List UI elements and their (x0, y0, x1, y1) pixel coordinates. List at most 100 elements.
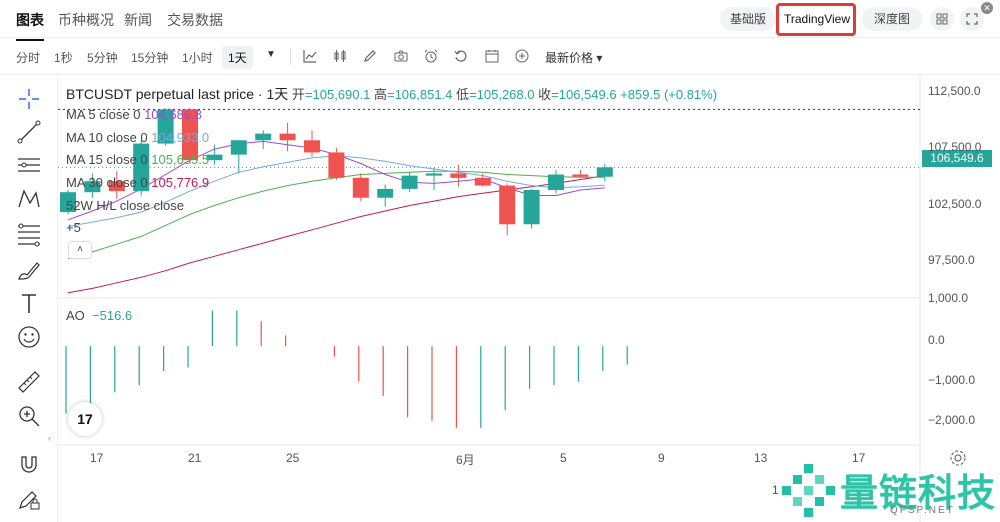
candle (450, 173, 467, 178)
brush-icon[interactable] (15, 255, 43, 283)
high-value: =106,851.4 (386, 87, 453, 102)
interval-15m[interactable]: 15分钟 (131, 51, 169, 65)
trend-line-icon[interactable] (15, 118, 43, 146)
ruler-icon[interactable] (15, 368, 43, 396)
interval-1s[interactable]: 1秒 (54, 51, 73, 65)
open-label: 开 (291, 87, 305, 102)
chart-toolbar: 分时 1秒 5分钟 15分钟 1小时 1天 ▼ 最新价格 ▾ (0, 38, 1000, 75)
replay-icon[interactable] (454, 49, 468, 63)
ma15-value: 105,655.5 (151, 152, 210, 167)
alarm-icon[interactable] (424, 49, 438, 63)
candle (157, 109, 174, 144)
tradingview-view-button[interactable]: TradingView (780, 7, 854, 31)
x-tick: 1 (772, 483, 779, 497)
layout-grid-button[interactable] (930, 7, 954, 31)
y-tick: 102,500.0 (928, 197, 982, 211)
close-label: 收 (538, 87, 552, 102)
zoom-in-icon[interactable] (15, 402, 43, 430)
tab-chart[interactable]: 图表 (16, 12, 44, 41)
depth-view-button[interactable]: 深度图 (862, 7, 922, 31)
ma5-label: MA 5 close 0 (66, 107, 141, 122)
price-chart[interactable] (58, 75, 1000, 522)
candle (426, 173, 442, 176)
rail-collapse-icon[interactable]: ‹ (48, 433, 51, 443)
52w-legend: 52W H/L close close (66, 198, 184, 213)
grid-icon (936, 13, 948, 25)
tab-coin-overview[interactable]: 币种概况 (58, 12, 114, 28)
x-tick: 21 (188, 451, 202, 465)
calendar-icon[interactable] (485, 49, 499, 63)
ao-legend: AO −516.6 (66, 308, 132, 323)
candle (523, 190, 540, 225)
lock-drawing-icon[interactable] (15, 485, 43, 513)
tab-news[interactable]: 新闻 (124, 12, 152, 28)
collapse-legend-button[interactable]: ˄ (68, 241, 92, 259)
candle (255, 133, 272, 141)
close-icon[interactable]: ✕ (981, 2, 993, 14)
price-type-dropdown[interactable]: 最新价格 ▾ (545, 51, 603, 65)
candle (230, 140, 247, 155)
pattern-icon[interactable] (15, 185, 43, 213)
candle (108, 181, 125, 192)
52w-label: 52W H/L close close (66, 198, 185, 213)
interval-timeline[interactable]: 分时 (16, 51, 41, 65)
crosshair-icon[interactable] (15, 85, 43, 113)
ma30-line (67, 175, 605, 294)
tradingview-logo[interactable]: 17 (68, 402, 102, 436)
interval-dropdown-icon[interactable]: ▼ (266, 49, 276, 60)
low-value: =105,268.0 (469, 87, 535, 102)
watermark-logo (782, 464, 835, 517)
settings-gear-icon[interactable] (948, 448, 968, 468)
ma30-value: 105,776.9 (151, 175, 210, 190)
x-tick: 25 (286, 451, 300, 465)
text-icon[interactable] (15, 289, 43, 317)
fib-icon[interactable] (15, 220, 43, 248)
candle (133, 143, 150, 192)
selection-highlight (776, 3, 856, 36)
camera-icon[interactable] (394, 49, 408, 63)
last-price-badge: 106,549.6 (922, 150, 992, 167)
interval-1d[interactable]: 1天 (222, 46, 253, 69)
candle-type-icon[interactable] (333, 49, 347, 63)
candle (352, 177, 369, 198)
horizontal-lines-icon[interactable] (15, 152, 43, 180)
emoji-icon[interactable] (15, 323, 43, 351)
candle (401, 175, 418, 189)
ma10-legend: MA 10 close 0 104,933.0 (66, 130, 209, 145)
magnet-icon[interactable] (15, 449, 43, 477)
ao-label: AO (66, 308, 85, 323)
interval-1h[interactable]: 1小时 (182, 51, 213, 65)
top-nav: 图表 币种概况 新闻 交易数据 基础版 TradingView 深度图 ✕ (0, 0, 1000, 41)
candle (474, 177, 491, 186)
add-circle-icon[interactable] (515, 49, 529, 63)
watermark-subtext: QFSP.NET (890, 505, 955, 516)
more-indicators[interactable]: +5 (66, 220, 81, 235)
candle (548, 174, 564, 190)
candle (60, 192, 76, 213)
high-label: 高 (373, 87, 387, 102)
candle (596, 167, 613, 177)
more-indicators-label: +5 (66, 220, 81, 235)
candle (377, 188, 394, 198)
indicator-chart-icon[interactable] (303, 49, 317, 63)
interval-5m[interactable]: 5分钟 (87, 51, 118, 65)
candle (182, 109, 198, 161)
ma15-label: MA 15 close 0 (66, 152, 148, 167)
ma10-value: 104,933.0 (151, 130, 210, 145)
candle (328, 152, 345, 178)
draw-pencil-icon[interactable] (363, 49, 377, 63)
chart-title-legend: BTCUSDT perpetual last price · 1天 开=105,… (66, 84, 717, 104)
candle (279, 133, 296, 141)
tab-trading-data[interactable]: 交易数据 (167, 12, 223, 28)
ma15-legend: MA 15 close 0 105,655.5 (66, 152, 209, 167)
candle (206, 154, 223, 161)
y-tick: 0.0 (928, 333, 945, 347)
open-value: =105,690.1 (304, 87, 371, 102)
y-tick: 1,000.0 (928, 291, 969, 305)
y-tick: −1,000.0 (928, 373, 976, 387)
basic-view-button[interactable]: 基础版 (720, 7, 776, 31)
x-tick: 6月 (456, 453, 475, 467)
candle (84, 181, 101, 193)
fullscreen-button[interactable] (960, 7, 984, 31)
toolbar-divider (290, 48, 291, 65)
